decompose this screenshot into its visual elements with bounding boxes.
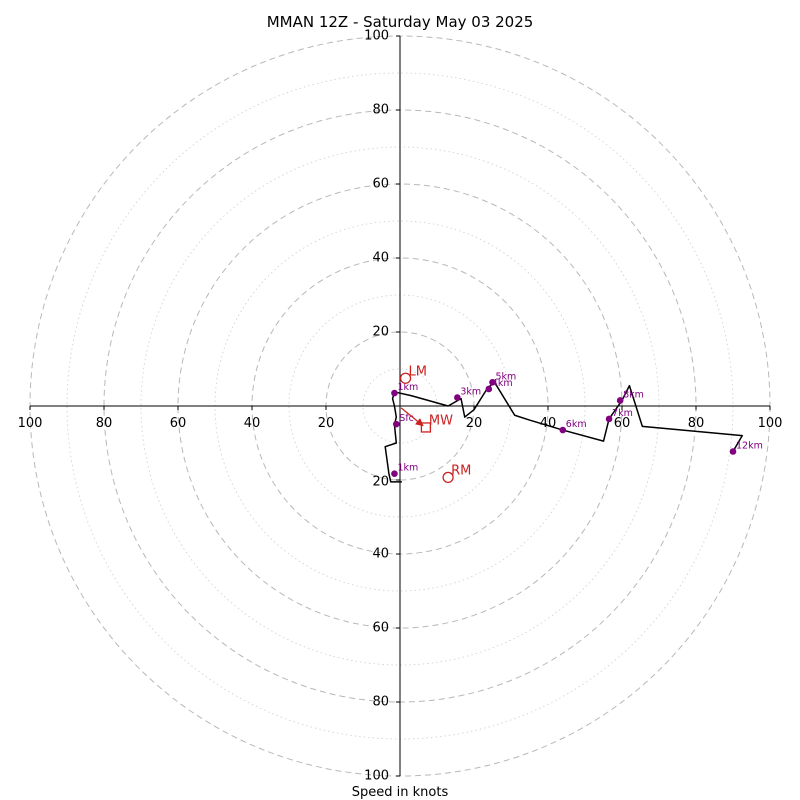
height-marker-dot	[616, 397, 624, 404]
height-marker-dot	[489, 379, 496, 386]
x-tick-label: 100	[758, 416, 783, 431]
height-marker-dot	[485, 385, 493, 393]
height-marker-label: 12km	[736, 441, 763, 452]
hodograph-line	[384, 381, 743, 483]
height-marker-dot	[393, 420, 400, 428]
height-marker-dot	[454, 394, 461, 401]
height-marker-label: 1km	[397, 382, 418, 393]
y-tick-label: 40	[372, 251, 389, 266]
shear-arrow	[400, 407, 424, 427]
tick-labels: 100 80 60 40 20 20 40 60 80 100100806040202040608…	[18, 29, 783, 784]
height-marker-label: Sfc	[399, 413, 414, 424]
y-tick-label: 20	[372, 475, 389, 490]
height-marker-dot	[729, 448, 737, 455]
axes	[30, 36, 770, 776]
x-tick-label: 60	[614, 416, 631, 431]
y-tick-label: 80	[372, 103, 389, 118]
height-marker-label: 8km	[623, 389, 644, 400]
y-tick-label: 60	[372, 177, 389, 192]
storm-motion-marker	[399, 372, 412, 384]
height-marker-label: 4km	[492, 378, 513, 389]
y-tick-label: 100	[364, 769, 389, 784]
storm-motion-label: RM	[451, 463, 471, 478]
height-marker-label: 1km	[397, 463, 418, 474]
x-tick-label: 60	[170, 416, 187, 431]
y-tick-label: 80	[372, 695, 389, 710]
height-marker-label: 3km	[460, 386, 481, 397]
y-tick-label: 60	[372, 621, 389, 636]
y-tick-label: 20	[372, 325, 389, 340]
mean-wind-marker	[420, 422, 432, 433]
storm-motion-markers: LM MW RM	[399, 364, 471, 484]
x-axis-label: Speed in knots	[352, 785, 449, 800]
y-tick-label: 40	[372, 547, 389, 562]
x-tick-label: 40	[244, 416, 261, 431]
height-marker-dot	[391, 470, 398, 478]
height-marker-dot	[391, 389, 398, 397]
height-marker-label: 5km	[496, 371, 517, 382]
y-tick-label: 100	[364, 29, 389, 44]
height-marker-dot	[605, 415, 613, 423]
height-marker-label: 7km	[612, 408, 633, 419]
x-tick-label: 20	[318, 416, 335, 431]
x-tick-label: 20	[466, 416, 483, 431]
height-marker-dot	[559, 426, 567, 434]
storm-motion-label: MW	[429, 413, 453, 428]
height-marker-label: 6km	[566, 419, 587, 430]
storm-motion-label: LM	[409, 364, 427, 379]
x-tick-label: 80	[688, 416, 705, 431]
hodograph-traces	[384, 381, 743, 483]
storm-motion-marker	[442, 471, 454, 484]
x-tick-label: 80	[96, 416, 113, 431]
chart-title: MMAN 12Z - Saturday May 03 2025	[267, 13, 534, 31]
x-tick-label: 100	[18, 416, 43, 431]
